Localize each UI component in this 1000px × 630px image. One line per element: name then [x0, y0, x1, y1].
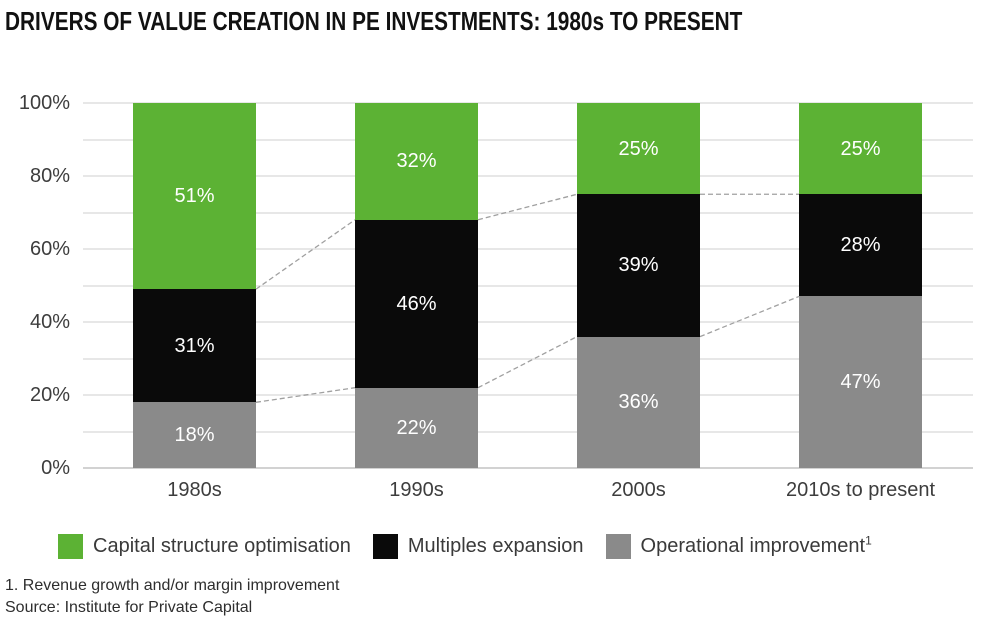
segment-value-label: 28%	[840, 234, 881, 257]
segment-value-label: 36%	[618, 391, 659, 414]
segment-value-label: 51%	[174, 185, 215, 208]
footnotes: 1. Revenue growth and/or margin improvem…	[5, 575, 339, 619]
segment-value-label: 22%	[396, 416, 437, 439]
bar-segment-operational-improvement-1980s: 18%	[133, 402, 256, 468]
segment-value-label: 25%	[840, 137, 881, 160]
segment-value-label: 31%	[174, 334, 215, 357]
source-note: Source: Institute for Private Capital	[5, 599, 253, 616]
bar-segment-operational-improvement-1990s: 22%	[355, 387, 478, 468]
y-axis-tick-label: 60%	[29, 238, 70, 260]
gridline	[83, 102, 973, 104]
legend: Capital structure optimisation Multiples …	[58, 534, 872, 559]
gridline	[83, 321, 973, 323]
bar-segment-capital-structure-optimisation-1980s: 51%	[133, 103, 256, 290]
segment-value-label: 46%	[396, 292, 437, 315]
connector-line	[477, 193, 578, 221]
legend-swatch	[372, 534, 398, 559]
legend-swatch	[58, 534, 83, 559]
legend-item-operational-improvement: Operational improvement1	[605, 533, 872, 559]
x-axis-category-label: 1980s	[167, 479, 222, 501]
x-axis-category-label: 1990s	[389, 479, 444, 501]
y-axis-tick-label: 20%	[29, 384, 70, 406]
x-axis-category-label: 2010s to present	[786, 479, 935, 501]
segment-value-label: 32%	[396, 150, 437, 173]
segment-value-label: 39%	[618, 254, 659, 277]
segment-value-label: 47%	[840, 371, 881, 394]
bar-segment-multiples-expansion-1980s: 31%	[133, 289, 256, 403]
y-axis-tick-label: 0%	[41, 457, 70, 479]
bar-segment-operational-improvement-2010s-to-present: 47%	[799, 296, 922, 468]
connector-line	[255, 219, 356, 290]
chart-title: DRIVERS OF VALUE CREATION IN PE INVESTME…	[5, 6, 743, 36]
legend-item-capital-structure-optimisation: Capital structure optimisation	[58, 534, 351, 559]
gridline	[83, 394, 973, 396]
connector-line	[699, 295, 800, 338]
legend-footnote-marker: 1	[865, 533, 872, 548]
y-axis-tick-label: 40%	[29, 311, 70, 333]
bar-segment-multiples-expansion-2000s: 39%	[577, 194, 700, 337]
segment-value-label: 25%	[618, 137, 659, 160]
bar-segment-multiples-expansion-2010s-to-present: 28%	[799, 194, 922, 297]
connector-line	[477, 336, 578, 389]
segment-value-label: 18%	[174, 424, 215, 447]
legend-label: Capital structure optimisation	[93, 535, 351, 557]
legend-swatch	[605, 534, 631, 559]
y-axis-tick-label: 100%	[18, 92, 70, 114]
x-axis-category-label: 2000s	[611, 479, 666, 501]
footnote-line: 1. Revenue growth and/or margin improvem…	[5, 577, 340, 594]
legend-label: Operational improvement1	[640, 533, 872, 557]
bar-segment-capital-structure-optimisation-1990s: 32%	[355, 103, 478, 220]
y-axis-tick-label: 80%	[29, 165, 70, 187]
legend-item-multiples-expansion: Multiples expansion	[372, 534, 584, 559]
gridline	[83, 138, 973, 141]
gridline	[83, 430, 973, 433]
gridline	[83, 284, 973, 287]
x-axis-baseline	[83, 467, 973, 469]
gridline	[83, 175, 973, 177]
bar-segment-capital-structure-optimisation-2000s: 25%	[577, 103, 700, 195]
bar-segment-capital-structure-optimisation-2010s-to-present: 25%	[799, 103, 922, 195]
bar-segment-operational-improvement-2000s: 36%	[577, 336, 700, 468]
legend-label: Multiples expansion	[407, 535, 584, 557]
gridline	[83, 248, 973, 250]
bar-segment-multiples-expansion-1990s: 46%	[355, 219, 478, 388]
